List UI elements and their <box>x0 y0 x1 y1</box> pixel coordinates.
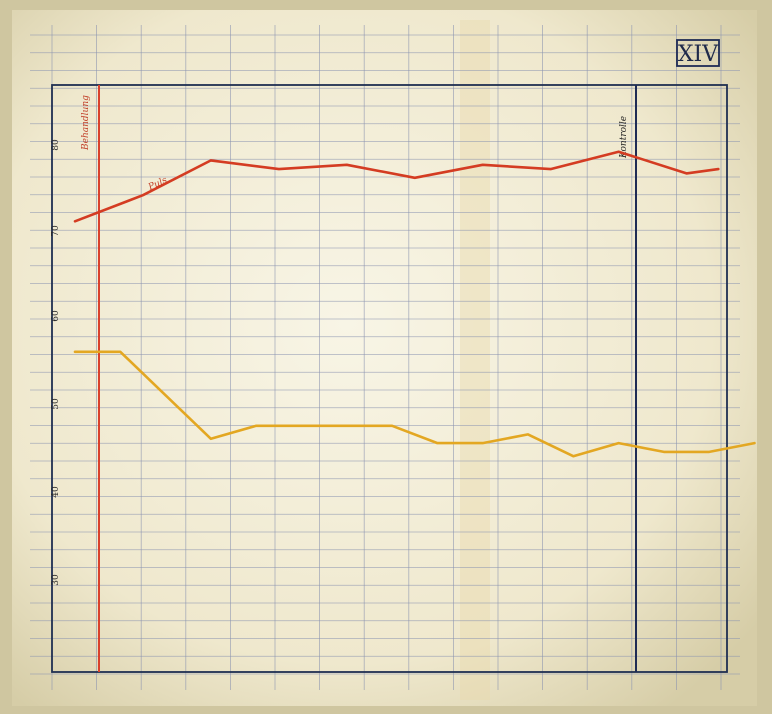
y-tick-label: 30 <box>51 574 61 586</box>
y-tick-label: 60 <box>51 310 61 322</box>
paper-background <box>12 10 757 706</box>
series-line-lower <box>73 350 756 458</box>
y-tick-label: 70 <box>51 225 61 237</box>
y-tick-label: 80 <box>51 139 61 151</box>
y-tick-label: 50 <box>51 398 61 410</box>
paper-stain <box>460 20 490 700</box>
annotation-dark-marker: Kontrolle <box>619 116 629 159</box>
annotation-red-marker: Behandlung <box>81 95 91 151</box>
plate-label-box <box>676 39 720 67</box>
y-tick-label: 40 <box>51 486 61 498</box>
plot-frame <box>51 84 728 673</box>
plate-label: XIV <box>678 42 719 67</box>
